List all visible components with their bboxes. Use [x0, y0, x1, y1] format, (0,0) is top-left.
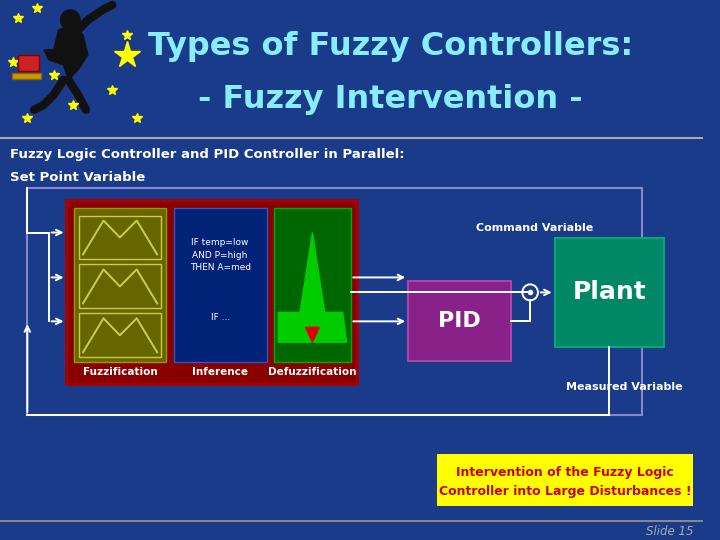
- Bar: [17, 55, 39, 71]
- Text: - Fuzzy Intervention -: - Fuzzy Intervention -: [198, 84, 583, 116]
- Text: Measured Variable: Measured Variable: [566, 382, 682, 392]
- Polygon shape: [305, 327, 319, 342]
- Polygon shape: [298, 233, 327, 327]
- Text: Fuzzy Logic Controller and PID Controller in Parallel:: Fuzzy Logic Controller and PID Controlle…: [10, 148, 405, 161]
- Bar: [74, 207, 166, 362]
- Bar: [27, 187, 642, 415]
- Text: Slide 15: Slide 15: [646, 525, 693, 538]
- Bar: [79, 265, 161, 308]
- Text: IF temp=low
AND P=high
THEN A=med: IF temp=low AND P=high THEN A=med: [189, 239, 251, 273]
- Bar: [12, 73, 41, 79]
- Bar: [437, 454, 693, 506]
- Text: Fuzzification: Fuzzification: [83, 367, 158, 377]
- Text: Plant: Plant: [572, 280, 646, 305]
- Polygon shape: [278, 312, 346, 342]
- Text: Command Variable: Command Variable: [477, 222, 594, 233]
- Text: Defuzzification: Defuzzification: [268, 367, 356, 377]
- Bar: [79, 215, 161, 259]
- Text: IF ...: IF ...: [210, 313, 230, 322]
- Circle shape: [60, 10, 80, 30]
- Bar: [79, 313, 161, 357]
- Text: Controller into Large Disturbances !: Controller into Large Disturbances !: [439, 485, 692, 498]
- Text: Intervention of the Fuzzy Logic: Intervention of the Fuzzy Logic: [456, 465, 674, 479]
- Text: Set Point Variable: Set Point Variable: [10, 171, 145, 184]
- Bar: [554, 238, 664, 347]
- Polygon shape: [44, 25, 88, 80]
- Bar: [66, 200, 357, 384]
- Bar: [274, 207, 351, 362]
- Bar: [174, 207, 266, 362]
- Text: PID: PID: [438, 312, 481, 332]
- Text: Types of Fuzzy Controllers:: Types of Fuzzy Controllers:: [148, 31, 633, 63]
- Bar: [408, 281, 510, 361]
- Bar: [0, 0, 132, 138]
- Text: Inference: Inference: [192, 367, 248, 377]
